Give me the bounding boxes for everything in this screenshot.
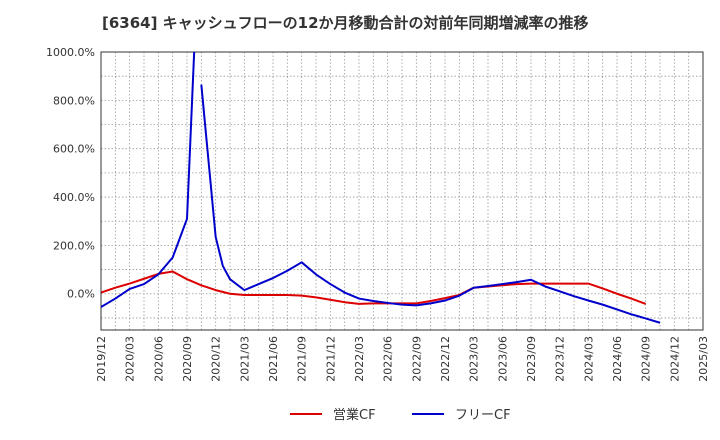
y-tick-label: 200.0% xyxy=(53,239,95,252)
x-tick-label: 2025/03 xyxy=(697,336,710,382)
x-tick-label: 2020/09 xyxy=(181,336,194,382)
x-tick-label: 2022/12 xyxy=(439,336,452,382)
chart-title: [6364] キャッシュフローの12か月移動合計の対前年同期増減率の推移 xyxy=(102,14,589,32)
x-tick-label: 2021/09 xyxy=(296,336,309,382)
legend-label: フリーCF xyxy=(455,408,511,423)
y-tick-label: 800.0% xyxy=(53,94,95,107)
x-tick-label: 2021/12 xyxy=(324,336,337,382)
x-tick-label: 2023/03 xyxy=(468,336,481,382)
x-tick-label: 2021/06 xyxy=(267,336,280,382)
x-tick-label: 2022/03 xyxy=(353,336,366,382)
x-tick-label: 2022/09 xyxy=(410,336,423,382)
x-tick-label: 2020/06 xyxy=(152,336,165,382)
y-tick-label: 0.0% xyxy=(67,288,95,301)
x-tick-label: 2023/09 xyxy=(525,336,538,382)
series-line-operating-cf xyxy=(101,270,647,305)
series-line-free-cf xyxy=(200,84,661,324)
x-tick-label: 2020/12 xyxy=(210,336,223,382)
legend-label: 営業CF xyxy=(333,407,376,423)
y-tick-label: 400.0% xyxy=(53,191,95,204)
y-tick-label: 600.0% xyxy=(53,143,95,156)
plot-frame xyxy=(100,51,704,331)
series-line-free-cf xyxy=(101,52,196,308)
x-tick-label: 2021/03 xyxy=(238,336,251,382)
x-tick-label: 2023/12 xyxy=(554,336,567,382)
x-tick-label: 2024/06 xyxy=(611,336,624,382)
x-tick-label: 2023/06 xyxy=(496,336,509,382)
x-tick-label: 2019/12 xyxy=(95,336,108,382)
x-tick-label: 2024/12 xyxy=(668,336,681,382)
x-tick-label: 2022/06 xyxy=(382,336,395,382)
x-tick-label: 2020/03 xyxy=(124,336,137,382)
x-tick-label: 2024/03 xyxy=(582,336,595,382)
y-tick-label: 1000.0% xyxy=(46,46,95,59)
x-tick-label: 2024/09 xyxy=(640,336,653,382)
